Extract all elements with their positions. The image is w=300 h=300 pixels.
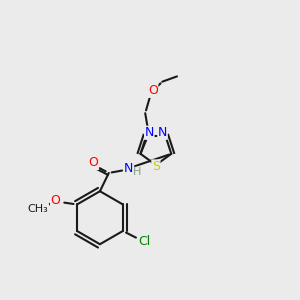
Text: N: N [124, 162, 134, 175]
Text: O: O [148, 84, 158, 97]
Text: H: H [133, 167, 142, 177]
Text: N: N [145, 126, 154, 139]
Text: S: S [152, 160, 160, 173]
Text: N: N [158, 126, 167, 139]
Text: O: O [51, 194, 60, 207]
Text: Cl: Cl [138, 235, 151, 248]
Text: O: O [88, 157, 98, 169]
Text: CH₃: CH₃ [28, 204, 49, 214]
